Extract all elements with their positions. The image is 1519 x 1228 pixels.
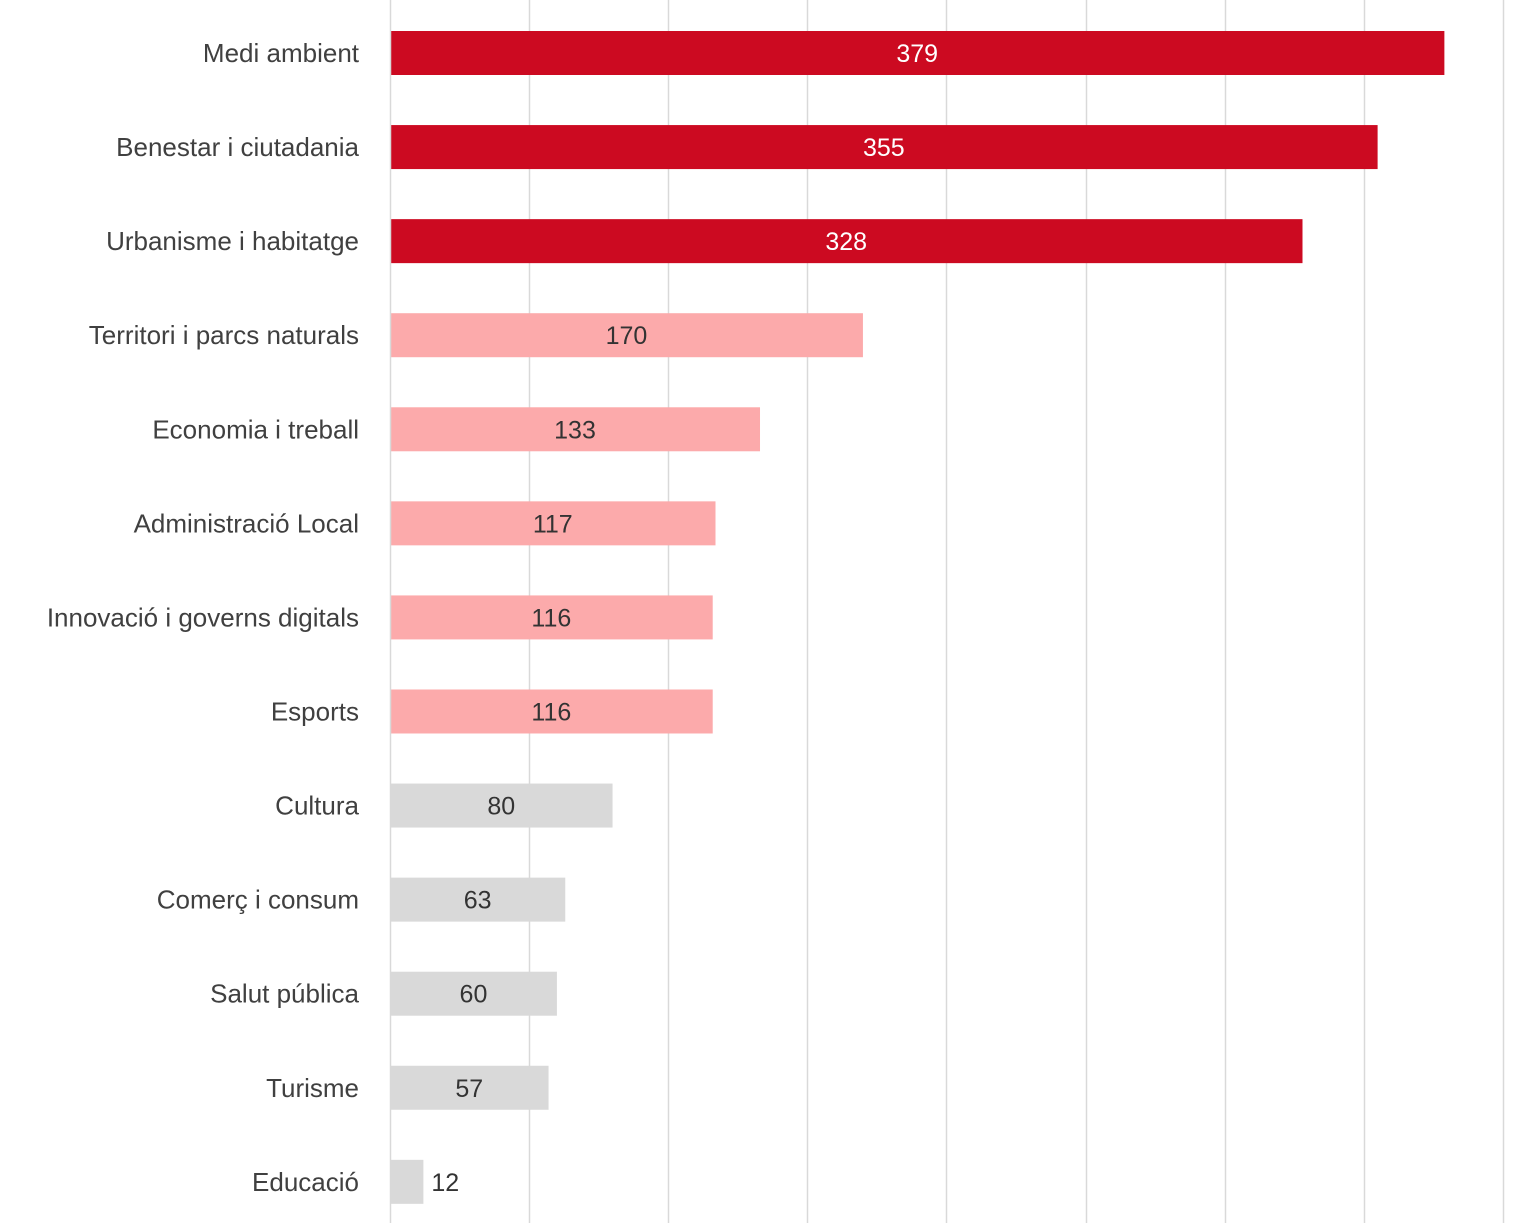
data-label: 379	[896, 40, 938, 68]
bar	[390, 689, 713, 734]
category-label: Urbanisme i habitatge	[106, 226, 359, 256]
data-label: 80	[487, 793, 515, 821]
data-label: 117	[533, 510, 573, 538]
category-label: Educació	[252, 1167, 359, 1197]
bar	[390, 501, 716, 546]
bar	[390, 1065, 549, 1110]
category-label: Esports	[271, 696, 359, 726]
bars	[390, 31, 1445, 1204]
data-label: 133	[554, 416, 596, 444]
bar	[390, 1159, 424, 1204]
data-label: 57	[455, 1075, 483, 1103]
data-label: 60	[460, 981, 488, 1009]
bar	[390, 407, 761, 452]
grid-lines	[528, 0, 1505, 1223]
category-label: Innovació i governs digitals	[47, 602, 359, 632]
category-label: Comerç i consum	[157, 885, 359, 915]
category-label: Salut pública	[210, 979, 359, 1009]
bar	[390, 877, 566, 922]
data-label: 355	[863, 134, 905, 162]
category-label: Administració Local	[134, 508, 359, 538]
bar	[390, 783, 613, 828]
data-label: 63	[464, 887, 492, 915]
category-label: Territori i parcs naturals	[89, 320, 359, 350]
category-labels: Medi ambient Benestar i ciutadania Urbanis…	[47, 38, 360, 1197]
bar	[390, 971, 557, 1016]
category-label: Cultura	[275, 791, 359, 821]
bar	[390, 595, 713, 640]
bar	[390, 31, 1445, 75]
data-label: 116	[531, 604, 571, 632]
data-label: 170	[606, 322, 648, 350]
data-label: 328	[825, 228, 867, 256]
category-label: Economia i treball	[152, 414, 359, 444]
category-label: Turisme	[266, 1073, 359, 1103]
data-labels: 379 355 328 170 133 117 116 116 80 63 60 57 12	[431, 40, 938, 1197]
bar	[390, 313, 863, 358]
category-label: Medi ambient	[203, 38, 360, 68]
bar	[390, 125, 1378, 170]
category-label: Benestar i ciutadania	[116, 132, 359, 162]
data-label: 116	[531, 698, 571, 726]
data-label: 12	[431, 1169, 459, 1197]
bar	[390, 219, 1303, 264]
